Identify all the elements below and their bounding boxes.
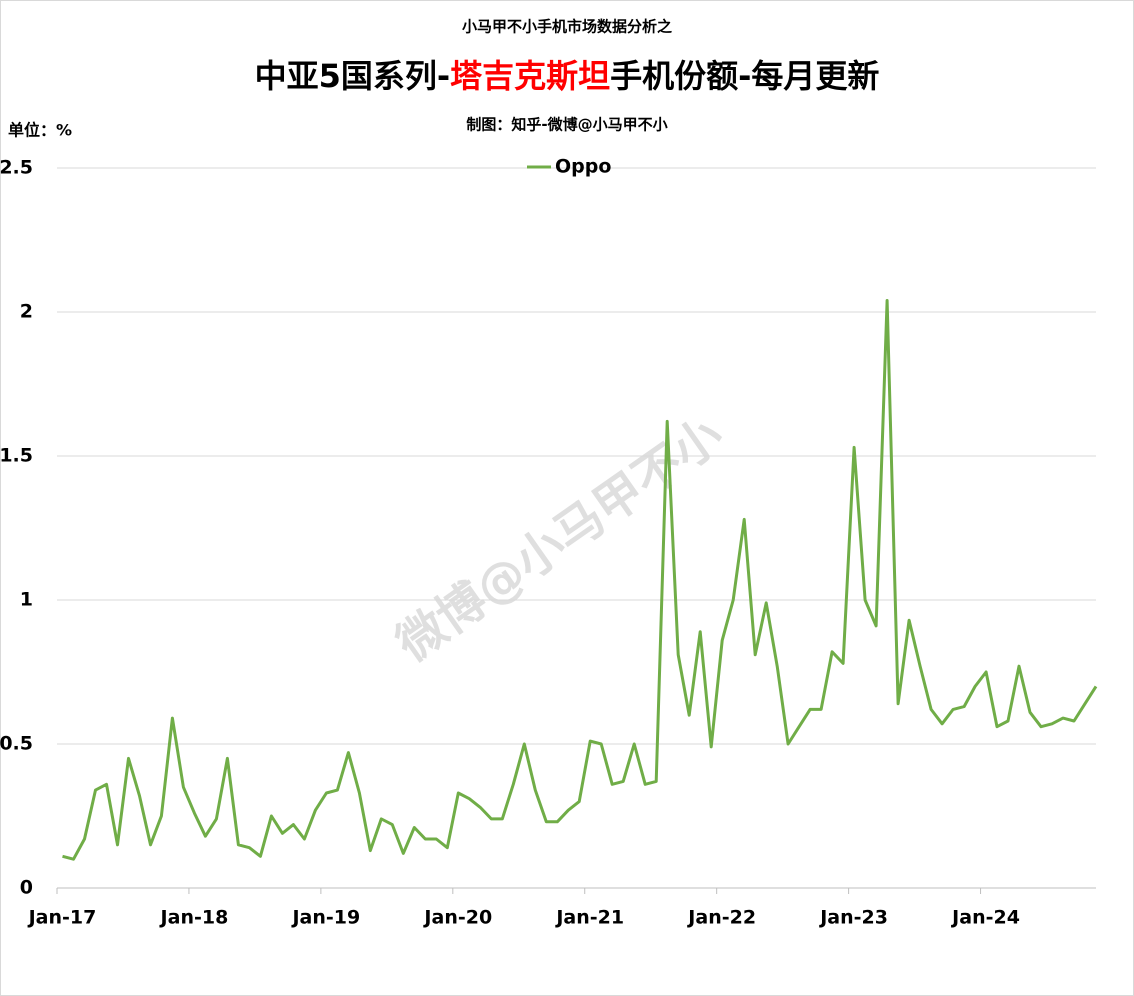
x-tick-label: Jan-19 (290, 907, 360, 929)
x-tick-label: Jan-18 (159, 907, 229, 929)
x-tick-label: Jan-21 (554, 907, 624, 929)
title-part: 手机份额-每月更新 (610, 57, 879, 95)
chart-title: 中亚5国系列-塔吉克斯坦手机份额-每月更新 (255, 57, 880, 95)
y-tick-label: 0 (20, 877, 33, 899)
x-tick-label: Jan-17 (27, 907, 97, 929)
x-tick-label: Jan-22 (686, 907, 756, 929)
x-tick-label: Jan-23 (818, 907, 888, 929)
y-tick-label: 1 (20, 589, 33, 611)
y-tick-label: 0.5 (0, 733, 33, 755)
title-part: 塔吉克斯坦 (450, 57, 610, 95)
y-tick-label: 1.5 (0, 445, 33, 467)
supertitle: 小马甲不小手机市场数据分析之 (462, 18, 672, 36)
x-tick-label: Jan-24 (950, 907, 1020, 929)
data-line (62, 299, 1098, 861)
subtitle: 制图：知乎-微博@小马甲不小 (466, 116, 667, 134)
y-tick-label: 2 (20, 301, 33, 323)
title-part: 中亚5国系列- (255, 57, 451, 95)
y-tick-label: 2.5 (0, 157, 33, 179)
unit-label: 单位：% (8, 121, 72, 140)
x-tick-label: Jan-20 (422, 907, 492, 929)
legend-label: Oppo (555, 156, 611, 178)
